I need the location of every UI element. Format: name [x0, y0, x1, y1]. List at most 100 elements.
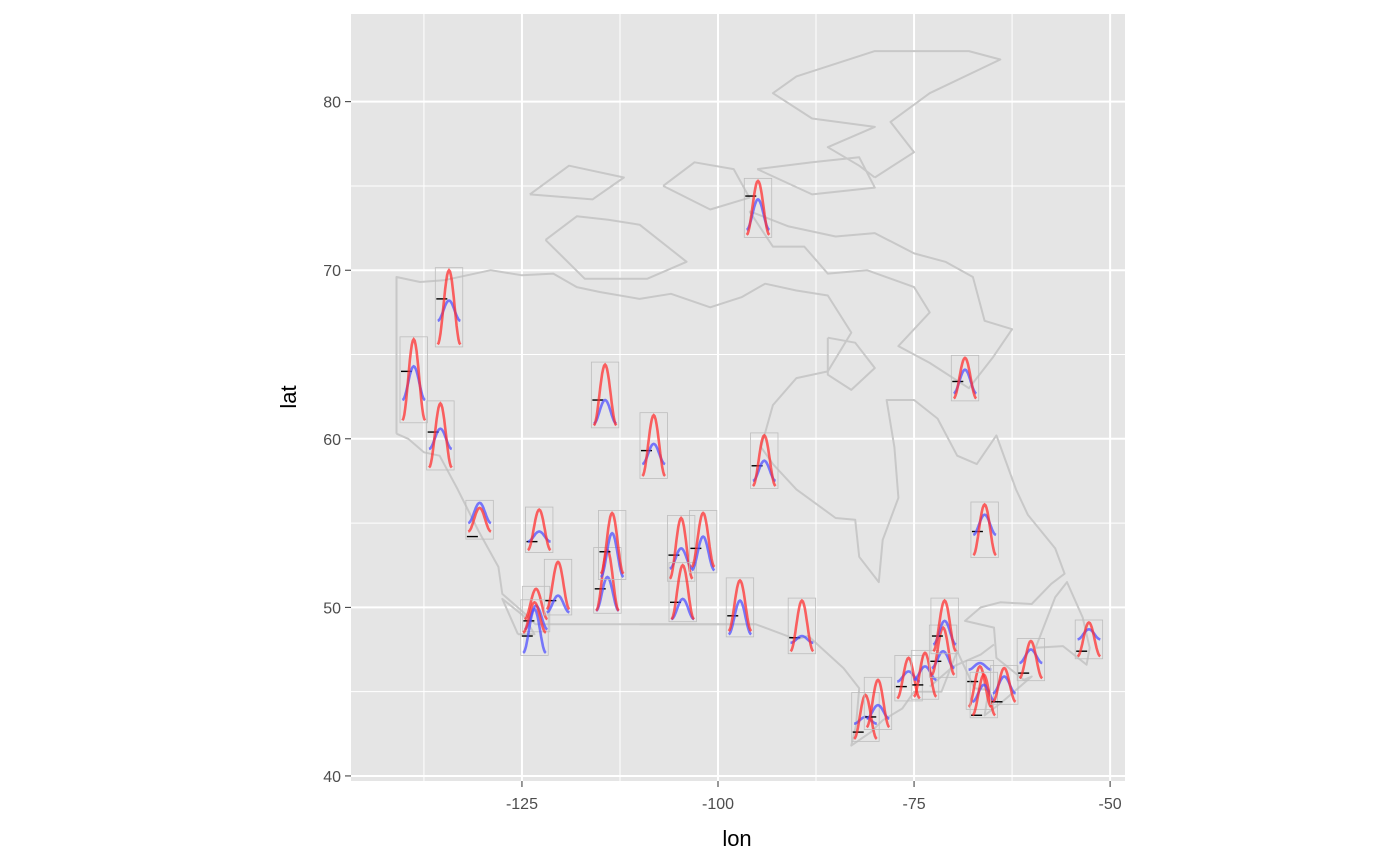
- basemap-path: [662, 161, 751, 211]
- station-box: [1074, 619, 1104, 660]
- station-box: [863, 676, 893, 730]
- station: [969, 671, 998, 719]
- station: [725, 577, 755, 638]
- station-blue-curve: [546, 594, 570, 614]
- station-box: [590, 361, 620, 429]
- station-box: [688, 510, 718, 574]
- station: [950, 354, 980, 402]
- station-blue-curve: [727, 599, 752, 636]
- station-blue-curve: [1019, 648, 1043, 665]
- y-tick-label: 80: [323, 95, 341, 112]
- station: [1074, 619, 1104, 660]
- station: [590, 361, 620, 429]
- basemap-path: [826, 336, 876, 391]
- station-red-curve: [641, 413, 667, 477]
- station: [965, 660, 995, 710]
- station-blue-curve: [522, 607, 547, 654]
- station-box: [928, 624, 958, 678]
- station-red-curve: [952, 356, 978, 400]
- station: [990, 665, 1019, 705]
- station: [863, 676, 893, 730]
- station: [668, 562, 697, 623]
- basemap-path: [544, 215, 688, 280]
- station-box: [525, 506, 554, 553]
- y-axis-title: lat: [276, 385, 301, 408]
- station-red-curve: [690, 511, 716, 568]
- station-red-curve: [467, 506, 492, 533]
- x-axis-title: lon: [722, 826, 751, 851]
- station-blue-curve: [467, 501, 492, 525]
- station-blue-curve: [972, 683, 996, 704]
- station-blue-curve: [913, 665, 937, 682]
- station-box: [543, 558, 573, 616]
- station-red-curve: [527, 507, 552, 552]
- station-red-curve: [524, 587, 549, 621]
- station-box: [426, 400, 455, 471]
- station: [928, 624, 958, 678]
- y-tick-label: 50: [323, 600, 341, 617]
- station-red-curve: [668, 516, 694, 580]
- station-blue-curve: [968, 661, 992, 671]
- station-box: [399, 336, 428, 424]
- station: [598, 510, 627, 580]
- y-tick-label: 60: [323, 432, 341, 449]
- basemap-path: [771, 50, 1002, 179]
- station-red-curve: [436, 267, 462, 346]
- station-red-curve: [932, 598, 957, 653]
- station-box: [930, 597, 959, 655]
- station: [787, 597, 817, 655]
- station-blue-curve: [1077, 627, 1101, 641]
- basemap-path: [1034, 581, 1091, 666]
- x-tick-label: -125: [506, 796, 538, 813]
- station-box: [894, 655, 923, 702]
- station: [1016, 638, 1046, 682]
- station-box: [639, 412, 668, 479]
- station-red-curve: [789, 598, 815, 653]
- station-red-curve: [967, 664, 993, 708]
- station-box: [970, 501, 999, 559]
- station: [465, 499, 494, 540]
- station: [639, 412, 668, 479]
- station-box: [990, 665, 1019, 705]
- x-tick-label: -100: [702, 796, 734, 813]
- station: [434, 267, 464, 348]
- station-box: [750, 432, 779, 489]
- basemap-path: [395, 269, 1066, 747]
- station-box: [910, 649, 940, 700]
- basemap-path: [748, 210, 1014, 390]
- station-red-curve: [727, 578, 753, 632]
- station-blue-curve: [972, 513, 997, 537]
- station-box: [465, 499, 494, 540]
- x-tick-label: -75: [902, 796, 925, 813]
- station: [688, 510, 718, 574]
- station-red-curve: [972, 502, 997, 557]
- station-box: [725, 577, 755, 638]
- station: [520, 599, 549, 656]
- station-red-curve: [670, 563, 695, 621]
- station-red-curve: [930, 625, 956, 676]
- station-box: [1016, 638, 1046, 682]
- station-red-curve: [865, 678, 891, 729]
- y-tick-label: 70: [323, 263, 341, 280]
- station-red-curve: [545, 560, 571, 611]
- basemap-outline: [395, 50, 1091, 747]
- station-red-curve: [599, 511, 625, 575]
- station-box: [787, 597, 817, 655]
- station-red-curve: [1018, 639, 1044, 680]
- y-axis: 40 50 60 70 80: [323, 95, 351, 786]
- x-tick-label: -50: [1099, 796, 1122, 813]
- station-blue-curve: [670, 597, 695, 621]
- station: [930, 597, 959, 655]
- station-red-curve: [745, 179, 771, 236]
- grid-major: [351, 14, 1125, 781]
- station: [525, 506, 554, 553]
- station-box: [434, 267, 464, 348]
- grid-minor: [351, 14, 1125, 781]
- station-blue-curve: [691, 535, 716, 572]
- station: [543, 558, 573, 616]
- basemap-path: [756, 156, 876, 196]
- station-box: [598, 510, 627, 580]
- station-red-curve: [522, 600, 547, 634]
- station: [970, 501, 999, 559]
